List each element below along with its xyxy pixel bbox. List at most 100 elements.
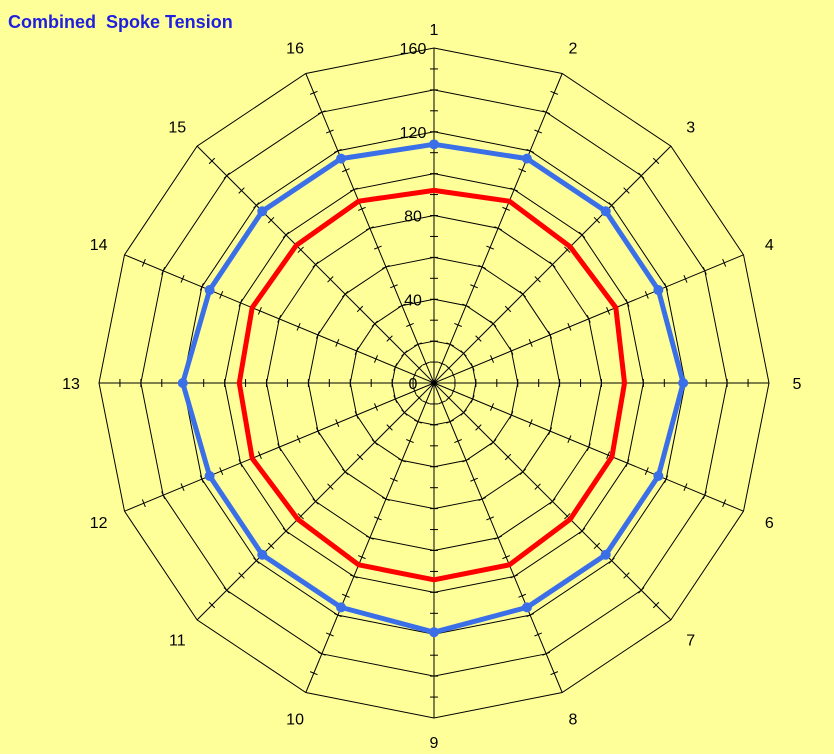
- axis-tick: [504, 305, 512, 313]
- axis-tick: [325, 129, 334, 134]
- axis-tick: [366, 226, 374, 231]
- series-point: [257, 206, 268, 217]
- r-tick-label: 80: [404, 209, 422, 226]
- axis-tick: [325, 632, 334, 637]
- axis-tick: [509, 347, 514, 355]
- axis-tick: [267, 216, 275, 224]
- axis-tick: [199, 475, 204, 484]
- axis-tick: [486, 245, 494, 250]
- axis-tick: [315, 427, 320, 435]
- axis-tick: [277, 315, 282, 323]
- axis-tick: [446, 342, 454, 347]
- axis-tick: [438, 361, 446, 366]
- axis-tick: [644, 290, 649, 299]
- axis-tick: [219, 290, 224, 299]
- axis-tick: [199, 282, 204, 291]
- axis-tick: [416, 365, 423, 372]
- axis-tick: [550, 90, 559, 95]
- category-label: 2: [568, 41, 577, 58]
- axis-tick: [335, 339, 340, 347]
- series-point: [336, 153, 347, 164]
- axis-tick: [253, 202, 260, 209]
- axis-tick: [638, 172, 645, 179]
- axis-tick: [327, 276, 334, 283]
- axis-tick: [335, 419, 340, 427]
- axis-tick: [526, 148, 535, 153]
- axis-tick: [317, 651, 326, 656]
- axis-tick: [315, 331, 320, 339]
- axis-tick: [502, 555, 510, 560]
- axis-tick: [341, 593, 350, 598]
- axis-tick: [623, 187, 630, 194]
- axis-tick: [528, 339, 533, 347]
- category-label: 9: [430, 735, 439, 752]
- axis-tick: [309, 671, 318, 676]
- axis-tick: [390, 284, 398, 289]
- axis-tick: [223, 172, 230, 179]
- axis-tick: [652, 601, 660, 609]
- axis-tick: [490, 439, 497, 446]
- axis-tick: [526, 613, 535, 618]
- axis-tick: [608, 557, 615, 564]
- r-tick-label: 160: [400, 41, 427, 58]
- axis-tick: [371, 439, 378, 446]
- axis-tick: [223, 587, 230, 594]
- axis-tick: [625, 298, 630, 307]
- series-point: [204, 285, 215, 296]
- axis-tick: [494, 535, 502, 540]
- series-point: [429, 627, 439, 638]
- axis-tick: [451, 387, 456, 395]
- axis-tick: [534, 276, 541, 283]
- axis-tick: [548, 427, 553, 435]
- axis-tick: [238, 187, 245, 194]
- axis-tick: [327, 483, 334, 490]
- axis-tick: [549, 498, 556, 505]
- axis-tick: [460, 409, 467, 416]
- axis-tick: [494, 226, 502, 231]
- category-label: 6: [765, 515, 774, 532]
- axis-tick: [722, 258, 727, 267]
- axis-tick: [702, 266, 707, 275]
- axis-tick: [454, 439, 462, 444]
- axis-tick: [510, 187, 519, 192]
- axis-tick: [412, 371, 417, 379]
- series-point: [521, 602, 532, 613]
- axis-tick: [354, 347, 359, 355]
- axis-tick: [445, 365, 452, 372]
- axis-tick: [219, 467, 224, 476]
- axis-tick: [208, 157, 216, 165]
- category-label: 10: [286, 711, 304, 728]
- axis-tick: [373, 403, 378, 411]
- axis-tick: [549, 261, 556, 268]
- axis-tick: [282, 231, 290, 239]
- axis-tick: [312, 261, 319, 268]
- category-label: 14: [90, 237, 108, 254]
- axis-tick: [542, 110, 551, 115]
- axis-tick: [257, 307, 262, 315]
- axis-tick: [564, 513, 571, 520]
- axis-tick: [490, 320, 497, 327]
- axis-tick: [341, 468, 349, 476]
- category-label: 16: [286, 41, 304, 58]
- axis-tick: [309, 90, 318, 95]
- category-label: 11: [169, 633, 186, 650]
- axis-tick: [504, 453, 512, 461]
- r-tick-label: 0: [409, 376, 418, 393]
- axis-tick: [534, 483, 541, 490]
- axis-tick: [470, 477, 478, 482]
- axis-tick: [382, 264, 390, 269]
- axis-tick: [282, 527, 290, 535]
- axis-tick: [638, 587, 645, 594]
- r-tick-label: 120: [400, 125, 427, 142]
- axis-tick: [366, 535, 374, 540]
- axis-tick: [354, 411, 359, 419]
- axis-tick: [586, 315, 591, 323]
- axis-tick: [356, 305, 364, 313]
- axis-tick: [238, 459, 243, 468]
- axis-tick: [490, 403, 495, 411]
- axis-tick: [180, 483, 185, 492]
- axis-tick: [564, 246, 571, 253]
- axis-tick: [333, 613, 342, 618]
- axis-tick: [373, 355, 378, 363]
